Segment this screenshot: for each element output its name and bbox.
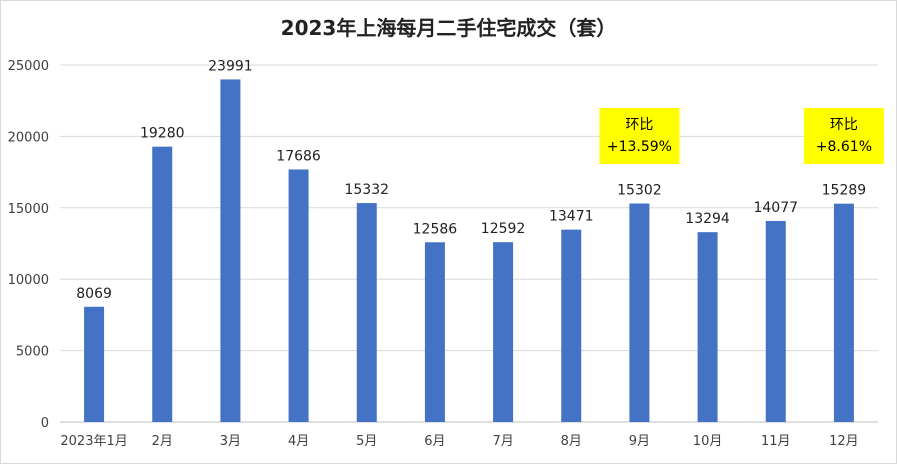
- data-label: 8069: [76, 286, 112, 302]
- x-tick-label: 7月: [492, 434, 513, 449]
- chart-title: 2023年上海每月二手住宅成交（套）: [280, 16, 617, 40]
- data-label: 17686: [276, 148, 321, 164]
- bar: [424, 242, 445, 422]
- callout-text: +13.59%: [607, 139, 672, 155]
- data-label: 15289: [822, 183, 867, 199]
- callout-box: [803, 108, 884, 164]
- data-label: 12586: [413, 221, 458, 237]
- bar: [152, 146, 173, 423]
- data-label: 13471: [549, 209, 594, 225]
- data-label: 19280: [140, 126, 185, 142]
- x-tick-label: 4月: [288, 434, 309, 449]
- y-tick-label: 15000: [8, 202, 49, 217]
- x-tick-label: 9月: [629, 434, 650, 449]
- x-tick-label: 10月: [693, 434, 723, 449]
- y-tick-label: 25000: [8, 59, 49, 74]
- bar: [833, 203, 854, 422]
- x-tick-label: 12月: [829, 434, 859, 449]
- x-tick-label: 6月: [424, 434, 445, 449]
- x-tick-label: 2023年1月: [60, 434, 127, 449]
- x-tick-label: 2月: [152, 434, 173, 449]
- y-tick-label: 5000: [16, 345, 49, 360]
- bar: [493, 242, 514, 422]
- y-tick-label: 10000: [8, 273, 49, 288]
- data-label: 12592: [481, 221, 526, 237]
- bar: [765, 220, 786, 422]
- callout-box: [599, 108, 680, 164]
- bar: [629, 203, 650, 422]
- callout-text: 环比: [830, 117, 858, 133]
- y-tick-label: 0: [41, 416, 49, 431]
- callout: 环比 +8.61%: [803, 108, 884, 164]
- bar: [561, 229, 582, 422]
- bar: [288, 169, 309, 422]
- callout-text: 环比: [625, 117, 653, 133]
- data-label: 15332: [344, 182, 389, 198]
- x-tick-label: 11月: [761, 434, 791, 449]
- bar: [356, 203, 377, 422]
- data-label: 23991: [208, 58, 253, 74]
- bar: [84, 306, 105, 422]
- callout: 环比 +13.59%: [599, 108, 680, 164]
- x-tick-label: 8月: [561, 434, 582, 449]
- data-label: 13294: [685, 211, 730, 227]
- data-label: 15302: [617, 182, 662, 198]
- y-tick-label: 20000: [8, 130, 49, 145]
- x-tick-label: 5月: [356, 434, 377, 449]
- bar: [697, 232, 718, 422]
- bar: [220, 79, 241, 423]
- data-label: 14077: [753, 200, 798, 216]
- x-tick-label: 3月: [220, 434, 241, 449]
- callout-text: +8.61%: [816, 139, 872, 155]
